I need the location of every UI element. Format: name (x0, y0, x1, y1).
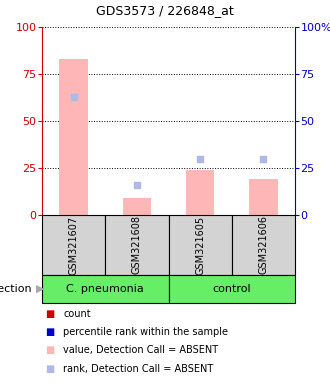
Bar (169, 275, 295, 303)
Text: GSM321605: GSM321605 (195, 215, 205, 275)
Text: ■: ■ (45, 345, 54, 355)
Text: ■: ■ (45, 309, 54, 319)
Bar (42, 215, 105, 275)
Text: control: control (213, 284, 251, 294)
Text: GSM321608: GSM321608 (132, 215, 142, 275)
Bar (249, 179, 278, 215)
Bar (105, 215, 169, 275)
Text: ▶: ▶ (36, 284, 45, 294)
Point (134, 182, 140, 188)
Text: rank, Detection Call = ABSENT: rank, Detection Call = ABSENT (63, 364, 214, 374)
Text: ■: ■ (45, 364, 54, 374)
Text: GDS3573 / 226848_at: GDS3573 / 226848_at (96, 5, 234, 18)
Text: value, Detection Call = ABSENT: value, Detection Call = ABSENT (63, 345, 218, 355)
Bar (42, 275, 169, 303)
Bar (169, 215, 232, 275)
Bar (232, 215, 295, 275)
Point (197, 156, 203, 162)
Bar (186, 170, 215, 215)
Bar (59, 59, 88, 215)
Text: count: count (63, 309, 91, 319)
Text: GSM321607: GSM321607 (69, 215, 79, 275)
Text: percentile rank within the sample: percentile rank within the sample (63, 327, 228, 337)
Text: GSM321606: GSM321606 (258, 215, 268, 275)
Point (71, 93, 76, 99)
Text: ■: ■ (45, 327, 54, 337)
Text: C. pneumonia: C. pneumonia (66, 284, 144, 294)
Point (261, 156, 266, 162)
Text: infection: infection (0, 284, 32, 294)
Bar (123, 198, 151, 215)
